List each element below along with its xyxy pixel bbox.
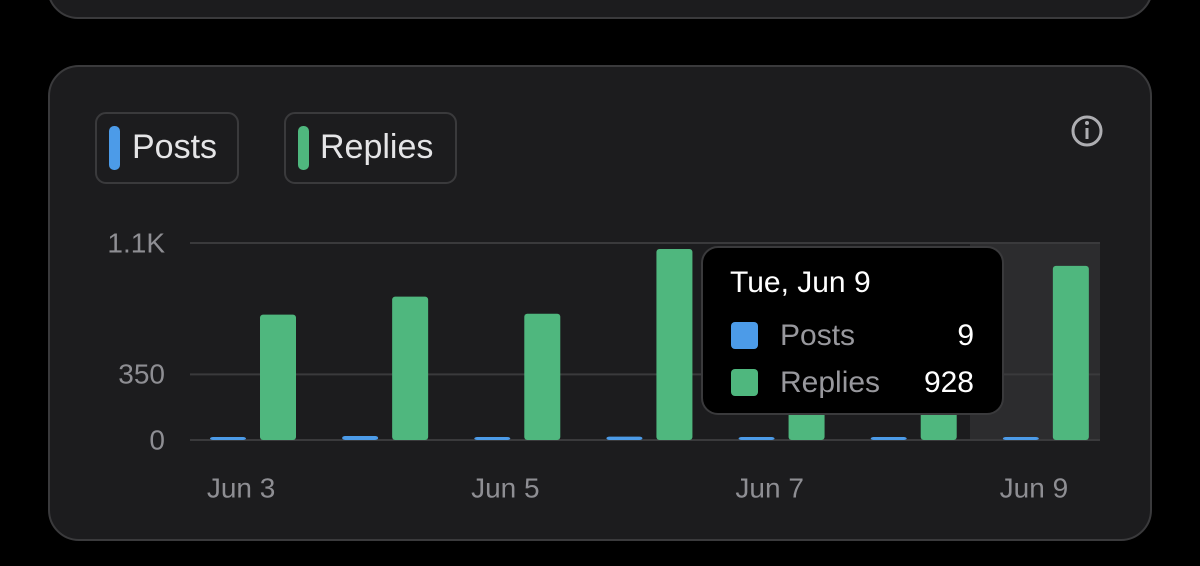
tooltip-swatch bbox=[731, 322, 758, 349]
bar bbox=[342, 436, 379, 440]
previous-card bbox=[49, 0, 1151, 19]
y-tick-label: 1.1K bbox=[107, 227, 165, 258]
bar bbox=[1002, 437, 1039, 440]
tooltip-value: 9 bbox=[957, 319, 974, 352]
legend-label: Replies bbox=[320, 128, 433, 166]
tooltip-value: 928 bbox=[924, 366, 974, 399]
legend-swatch bbox=[109, 126, 120, 170]
bar bbox=[738, 437, 775, 440]
info-circle[interactable] bbox=[1071, 115, 1103, 147]
tooltip-title: Tue, Jun 9 bbox=[730, 266, 871, 299]
bar bbox=[524, 313, 561, 440]
tooltip-swatch bbox=[731, 369, 758, 396]
tooltip-label: Posts bbox=[780, 319, 855, 352]
legend-posts[interactable]: Posts bbox=[95, 112, 239, 184]
x-tick-label: Jun 9 bbox=[1000, 472, 1069, 503]
info-icon[interactable] bbox=[1071, 115, 1103, 147]
chart-card bbox=[48, 65, 1152, 541]
tooltip-label: Replies bbox=[780, 366, 880, 399]
legend-replies[interactable]: Replies bbox=[284, 112, 457, 184]
bar bbox=[392, 296, 429, 440]
y-tick-label: 350 bbox=[118, 359, 165, 390]
bar bbox=[656, 249, 693, 440]
info-dot bbox=[1085, 121, 1089, 125]
bar bbox=[870, 437, 907, 440]
x-tick-label: Jun 7 bbox=[735, 472, 804, 503]
bar bbox=[1052, 265, 1089, 440]
bar bbox=[210, 437, 246, 440]
legend-chip[interactable] bbox=[284, 112, 457, 184]
tooltip-box bbox=[701, 246, 1004, 415]
x-tick-label: Jun 3 bbox=[207, 472, 276, 503]
legend-swatch bbox=[298, 126, 309, 170]
y-tick-label: 0 bbox=[149, 424, 165, 455]
bar bbox=[260, 314, 296, 440]
legend-label: Posts bbox=[132, 128, 217, 166]
x-tick-label: Jun 5 bbox=[471, 472, 540, 503]
tooltip: Tue, Jun 9 Posts 9 Replies 928 bbox=[701, 246, 1004, 415]
plot: 0 350 1.1K Jun 3 Jun 5 Jun 7 Jun 9 bbox=[107, 227, 1100, 503]
bar bbox=[606, 436, 643, 440]
legend-chip[interactable] bbox=[95, 112, 239, 184]
bar bbox=[474, 437, 511, 440]
